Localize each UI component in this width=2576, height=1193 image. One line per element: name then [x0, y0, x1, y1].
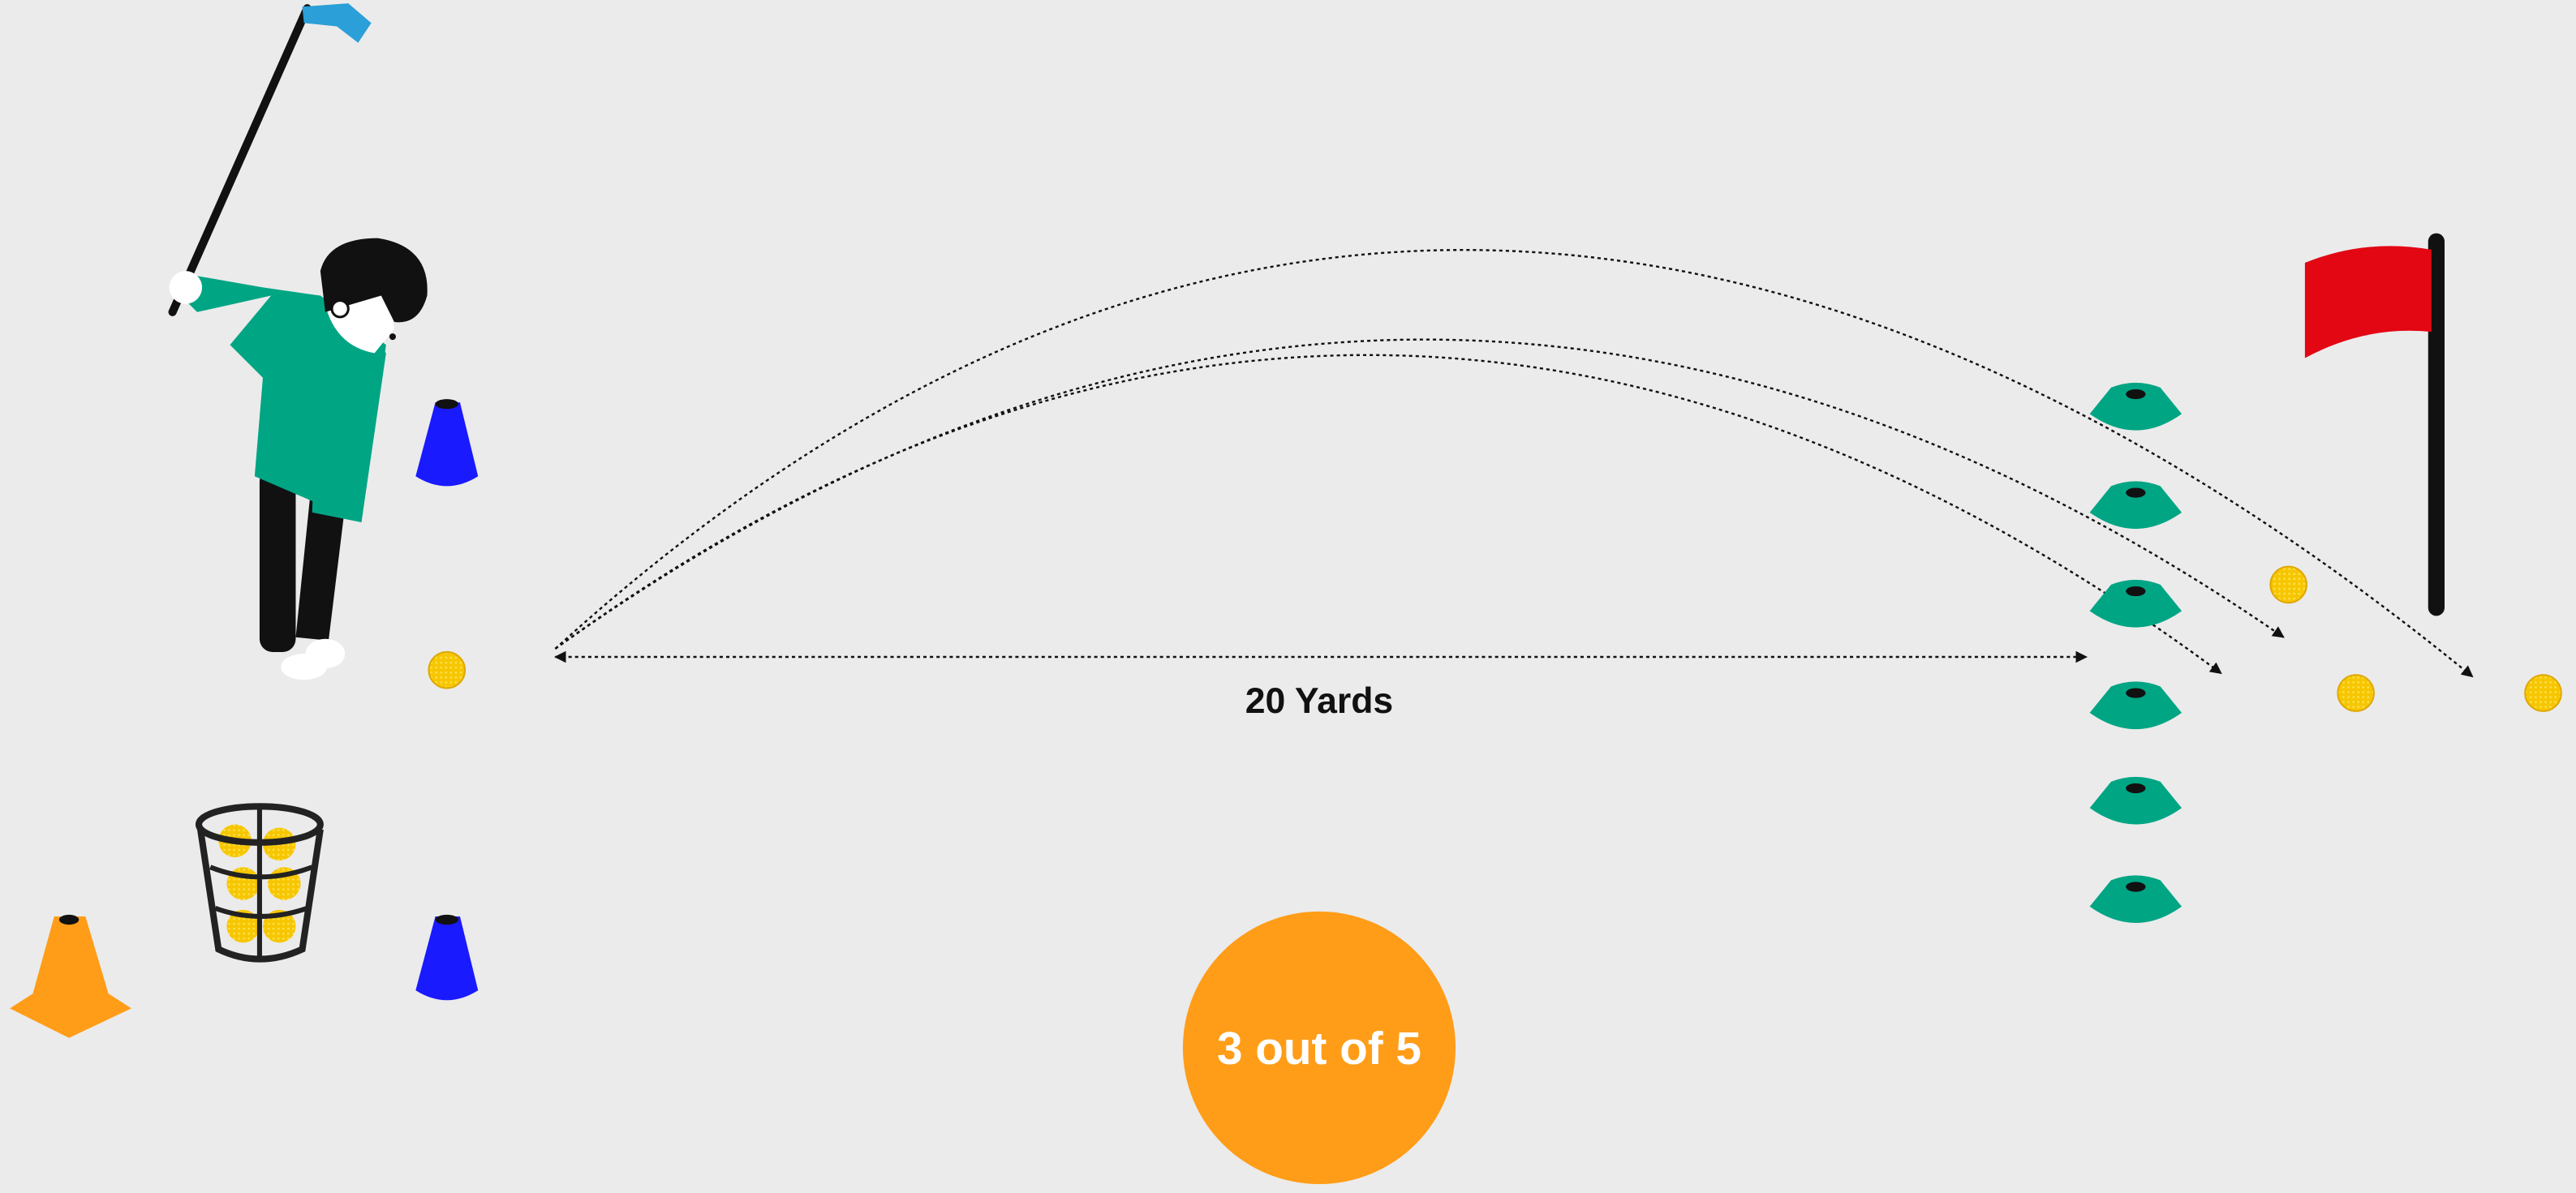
golf-ball: [428, 652, 465, 689]
cone-top: [436, 915, 458, 925]
golf-ball: [2525, 675, 2561, 711]
drill-illustration: 20 Yards 3 out of 5: [0, 0, 2576, 1193]
cone-top: [59, 915, 79, 925]
golf-ball: [2270, 567, 2307, 603]
golf-ball: [2337, 675, 2374, 711]
score-text: 3 out of 5: [1217, 1023, 1421, 1075]
page: 20 Yards 3 out of 5 (() => { const data …: [0, 0, 2576, 1193]
distance-label: 20 Yards: [1245, 681, 1393, 721]
cone-top: [436, 399, 458, 409]
